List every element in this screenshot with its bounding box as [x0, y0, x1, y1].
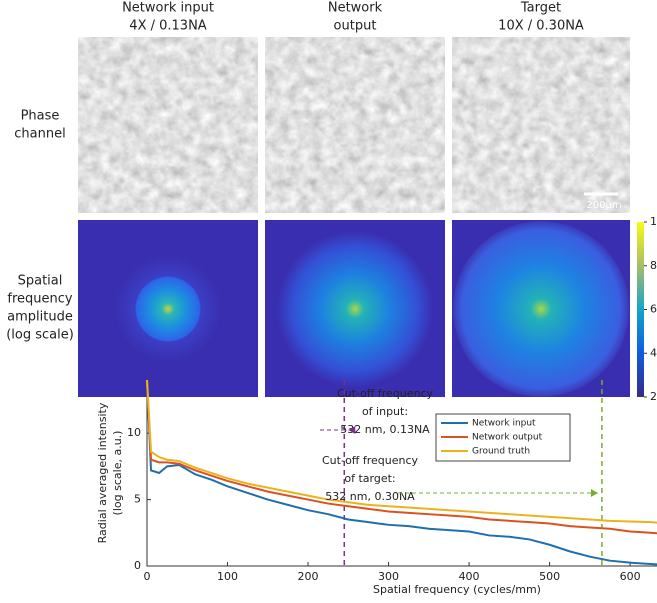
cutoff-label: of target: — [344, 472, 395, 485]
arrow-head — [590, 489, 598, 497]
row-label: channel — [14, 127, 65, 142]
phase-image — [78, 37, 258, 213]
y-axis-label: Radial averaged intensity — [96, 402, 109, 543]
y-tick-label: 5 — [134, 493, 141, 506]
legend-box — [435, 413, 571, 462]
column-header: output — [334, 19, 377, 34]
column-header: 4X / 0.13NA — [129, 19, 206, 34]
column-header: 10X / 0.30NA — [498, 19, 584, 34]
y-axis-label: (log scale, a.u.) — [111, 431, 124, 516]
column-header: Network input — [122, 1, 214, 16]
row-label: Spatial — [18, 274, 63, 289]
spectrum — [115, 256, 221, 362]
x-tick-label: 600 — [620, 570, 641, 583]
legend-label: Network input — [472, 419, 536, 429]
x-tick-label: 300 — [378, 570, 399, 583]
y-tick-label: 0 — [134, 559, 141, 572]
x-tick-label: 500 — [539, 570, 560, 583]
column-header: Target — [520, 1, 561, 16]
cutoff-label: Cut-off frequency — [322, 454, 419, 467]
legend-label: Network output — [472, 433, 543, 443]
phase-image — [265, 37, 445, 213]
cutoff-label: 532 nm, 0.30NA — [325, 490, 415, 503]
x-tick-label: 200 — [298, 570, 319, 583]
legend-label: Ground truth — [472, 447, 530, 457]
row-label: Phase — [21, 109, 60, 124]
row-label: amplitude — [7, 310, 73, 325]
scale-bar-label: 200μm — [586, 200, 621, 211]
y-tick-label: 10 — [127, 426, 141, 439]
colorbar-label: 6 — [650, 303, 657, 316]
row-label: (log scale) — [6, 328, 74, 343]
arrow-head — [348, 426, 356, 434]
cutoff-label: 532 nm, 0.13NA — [340, 423, 430, 436]
cutoff-label: of input: — [362, 405, 408, 418]
x-tick-label: 100 — [217, 570, 238, 583]
cutoff-label: Cut-off frequency — [337, 387, 434, 400]
phase-image — [452, 37, 630, 213]
row-label: frequency — [7, 292, 73, 307]
spectrum-images — [78, 220, 644, 397]
x-axis-label: Spatial frequency (cycles/mm) — [373, 583, 541, 596]
colorbar-label: 8 — [650, 259, 657, 272]
colorbar-label: 4 — [650, 346, 657, 359]
column-header: Network — [328, 1, 383, 16]
spectrum — [277, 231, 433, 387]
colorbar-label: 2 — [650, 390, 657, 403]
spectrum — [453, 221, 629, 397]
x-tick-label: 0 — [144, 570, 151, 583]
colorbar-label: 10 — [650, 215, 657, 228]
phase-images: 200μm — [78, 37, 630, 213]
x-tick-label: 400 — [459, 570, 480, 583]
colorbar — [637, 222, 644, 397]
